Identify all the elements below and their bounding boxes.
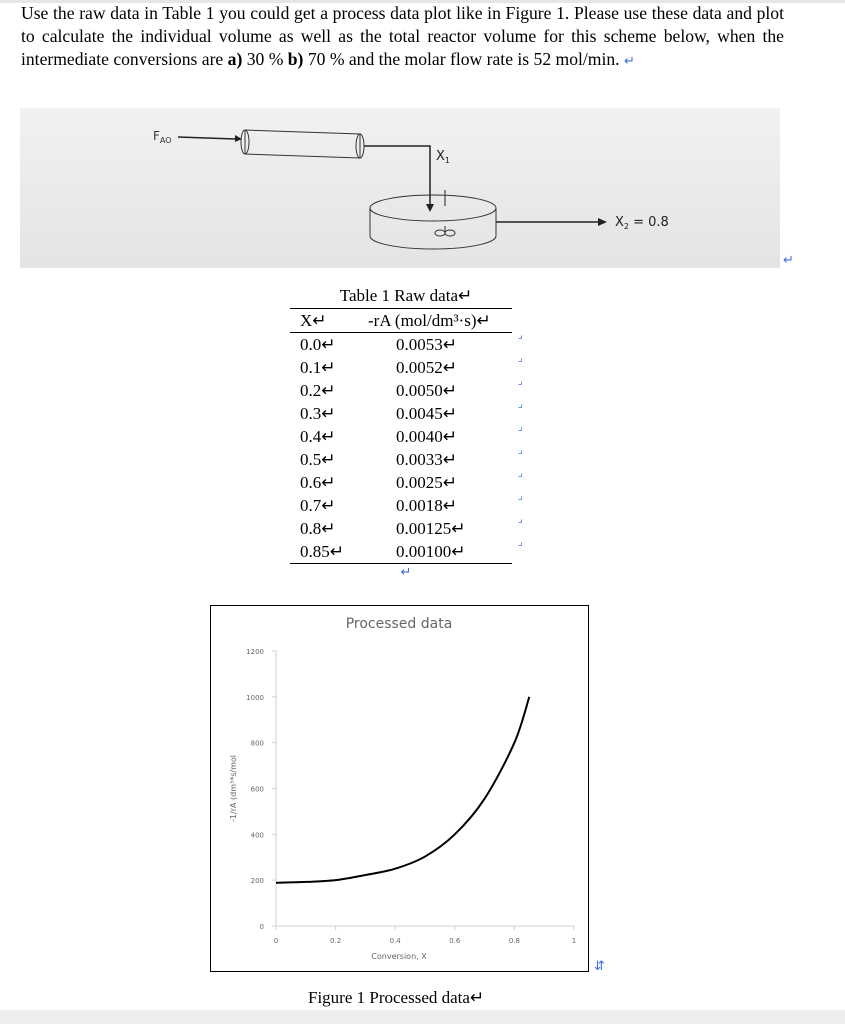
cell-ra: 0.0050↵ xyxy=(396,381,457,400)
table-row: 0.4↵ 0.0040↵ xyxy=(290,425,512,448)
cell-end-mark: ⌟ xyxy=(518,353,523,364)
pfr-tube xyxy=(244,129,361,159)
x-tick-label: 0.8 xyxy=(509,937,520,945)
x1-label: X1 xyxy=(436,149,450,165)
paragraph-mark: ↵ xyxy=(623,53,635,68)
table-row: 0.1↵ 0.0052↵ xyxy=(290,356,512,379)
cell-end-mark: ⌟ xyxy=(518,330,523,341)
cell-x: 0.3↵ xyxy=(300,404,336,423)
cell-ra: 0.0033↵ xyxy=(396,450,457,469)
y-axis-label: -1/rA (dm³*s/mol xyxy=(229,755,238,822)
cstr-tank xyxy=(369,194,497,250)
cell-ra: 0.0045↵ xyxy=(396,404,457,423)
table-row: 0.0↵ 0.0053↵ xyxy=(290,333,512,356)
chart-title: Processed data xyxy=(346,616,453,632)
problem-statement: Use the raw data in Table 1 you could ge… xyxy=(21,3,784,69)
table-row: 0.8↵ 0.00125↵ xyxy=(290,517,512,540)
cell-end-mark: ⌟ xyxy=(518,376,523,387)
cell-x: 0.7↵ xyxy=(300,496,336,515)
header-ra: -rA (mol/dm³·s)↵ xyxy=(368,311,491,330)
table-header: X↵ -rA (mol/dm³·s)↵ xyxy=(290,308,512,333)
x-tick-label: 1 xyxy=(572,937,576,945)
paragraph-mark: ⇵ xyxy=(594,958,605,973)
y-tick-label: 1000 xyxy=(246,694,264,702)
table-row: 0.3↵ 0.0045↵ xyxy=(290,402,512,425)
table-row: 0.2↵ 0.0050↵ xyxy=(290,379,512,402)
x-tick-label: 0.4 xyxy=(390,937,402,945)
paragraph-mark: ↵ xyxy=(783,252,794,267)
x-tick-label: 0.6 xyxy=(449,937,461,945)
y-tick-label: 200 xyxy=(251,877,264,885)
cell-end-mark: ⌟ xyxy=(518,399,523,410)
cell-ra: 0.0018↵ xyxy=(396,496,457,515)
feed-arrow xyxy=(177,136,236,140)
page-top-border xyxy=(0,0,845,3)
cell-ra: 0.0040↵ xyxy=(396,427,457,446)
x-axis-label: Conversion, X xyxy=(371,952,427,961)
cell-x: 0.1↵ xyxy=(300,358,336,377)
cell-x: 0.6↵ xyxy=(300,473,336,492)
table-row: 0.85↵ 0.00100↵ xyxy=(290,540,512,563)
paragraph-mark: ↵ xyxy=(400,564,412,579)
x-tick-label: 0.2 xyxy=(330,937,341,945)
cell-x: 0.2↵ xyxy=(300,381,336,400)
cell-x: 0.85↵ xyxy=(300,542,344,561)
y-tick-label: 800 xyxy=(251,740,264,748)
cell-x: 0.0↵ xyxy=(300,335,336,354)
cell-x: 0.8↵ xyxy=(300,519,336,538)
cell-end-mark: ⌟ xyxy=(518,491,523,502)
cell-ra: 0.0025↵ xyxy=(396,473,457,492)
cell-ra: 0.00100↵ xyxy=(396,542,466,561)
cell-end-mark: ⌟ xyxy=(518,537,523,548)
y-tick-label: 400 xyxy=(251,831,264,839)
cell-x: 0.5↵ xyxy=(300,450,336,469)
raw-data-table: Table 1 Raw data↵ X↵ -rA (mol/dm³·s)↵ 0.… xyxy=(290,283,512,580)
cell-ra: 0.00125↵ xyxy=(396,519,466,538)
table-row: 0.5↵ 0.0033↵ xyxy=(290,448,512,471)
table-row: 0.6↵ 0.0025↵ xyxy=(290,471,512,494)
pfr-to-cstr-line xyxy=(364,145,431,208)
page-bottom-bar xyxy=(0,1010,845,1024)
cell-x: 0.4↵ xyxy=(300,427,336,446)
y-tick-label: 1200 xyxy=(246,648,264,656)
x-tick-label: 0 xyxy=(274,937,278,945)
cell-end-mark: ⌟ xyxy=(518,422,523,433)
impeller-icon xyxy=(434,226,456,237)
table-row: 0.7↵ 0.0018↵ xyxy=(290,494,512,517)
x2-label: X2 = 0.8 xyxy=(615,215,669,231)
table-caption: Table 1 Raw data↵ xyxy=(339,286,473,305)
cell-ra: 0.0053↵ xyxy=(396,335,457,354)
header-x: X↵ xyxy=(300,311,327,330)
y-tick-label: 0 xyxy=(260,923,264,931)
cell-end-mark: ⌟ xyxy=(518,514,523,525)
cell-ra: 0.0052↵ xyxy=(396,358,457,377)
cell-end-mark: ⌟ xyxy=(518,468,523,479)
processed-data-chart: Processed data 0 0.2 0.4 0.6 0.8 1 0 200 400 600 80… xyxy=(210,605,589,972)
data-series-line xyxy=(275,696,531,884)
feed-label: FAO xyxy=(153,129,172,145)
reactor-scheme-image: FAO X1 X2 = 0.8 xyxy=(20,108,780,268)
cell-end-mark: ⌟ xyxy=(518,445,523,456)
figure-caption: Figure 1 Processed data↵ xyxy=(308,988,485,1007)
y-tick-label: 600 xyxy=(251,786,264,794)
